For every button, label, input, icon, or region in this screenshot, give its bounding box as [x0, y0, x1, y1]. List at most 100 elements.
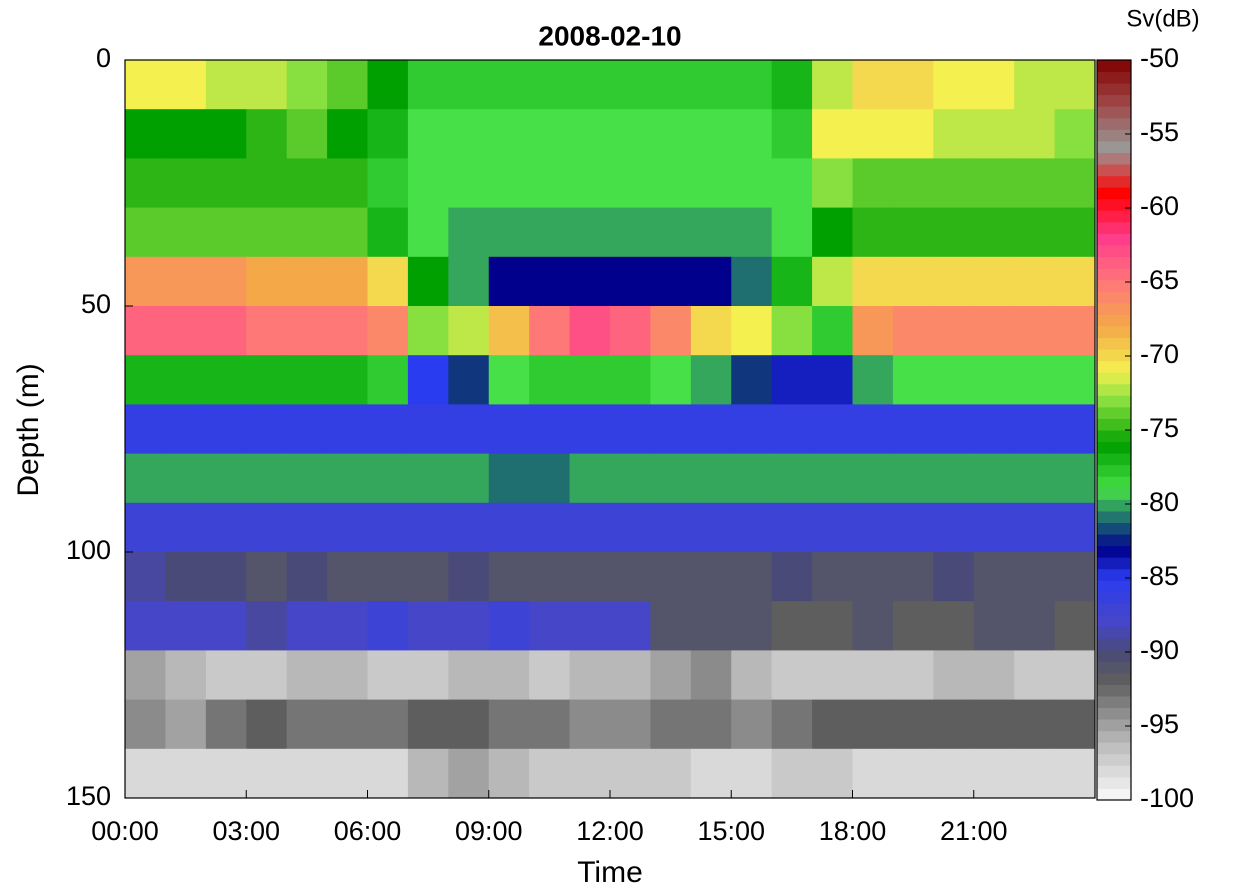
heatmap-cell	[892, 109, 934, 159]
heatmap-cell	[892, 60, 934, 110]
heatmap-cell	[529, 502, 571, 553]
colorbar-step	[1097, 256, 1131, 269]
heatmap-cell	[610, 60, 651, 110]
heatmap-cell	[1014, 109, 1056, 159]
heatmap-cell	[610, 699, 651, 750]
heatmap-cell	[125, 699, 166, 750]
heatmap-cell	[286, 748, 328, 799]
colorbar-step	[1097, 603, 1131, 616]
heatmap-cell	[1014, 158, 1056, 209]
heatmap-cell	[812, 355, 853, 405]
colorbar-step	[1097, 291, 1131, 304]
heatmap-cell	[125, 552, 166, 602]
heatmap-cell	[205, 256, 247, 307]
heatmap-cell	[327, 355, 368, 405]
heatmap-cell	[731, 699, 773, 750]
heatmap-cell	[812, 207, 853, 258]
heatmap-cell	[650, 601, 692, 651]
heatmap-cell	[1014, 502, 1056, 553]
colorbar-step	[1097, 268, 1131, 281]
colorbar-step	[1097, 730, 1131, 743]
y-tick-label: 0	[96, 43, 111, 73]
heatmap-cell	[407, 306, 449, 356]
heatmap-cell	[690, 207, 732, 258]
heatmap-cell	[650, 748, 692, 799]
heatmap-cell	[973, 502, 1015, 553]
heatmap-cell	[165, 60, 207, 110]
heatmap-cell	[610, 158, 651, 209]
heatmap-cell	[1054, 699, 1096, 750]
heatmap-cell	[690, 453, 732, 504]
colorbar-step	[1097, 591, 1131, 604]
colorbar-step	[1097, 129, 1131, 142]
colorbar-tick-label: -65	[1140, 265, 1179, 295]
heatmap-cell	[327, 207, 368, 258]
heatmap-cell	[327, 502, 368, 553]
colorbar-tick-label: -75	[1140, 413, 1179, 443]
heatmap-cell	[731, 256, 773, 307]
heatmap-cell	[1054, 748, 1096, 799]
heatmap-cell	[690, 502, 732, 553]
y-tick-label: 150	[66, 781, 111, 811]
heatmap-cell	[731, 306, 773, 356]
heatmap-cell	[367, 650, 409, 701]
x-tick-label: 09:00	[455, 816, 523, 846]
heatmap-cell	[286, 256, 328, 307]
heatmap-cell	[1014, 748, 1056, 799]
heatmap-cell	[731, 404, 773, 455]
colorbar: -100 -95 -90 -85 -80 -75 -70 -65 -60 -55 -50	[1096, 43, 1194, 813]
heatmap-cell	[933, 306, 975, 356]
heatmap-cell	[973, 207, 1015, 258]
heatmap-cell	[125, 453, 166, 504]
colorbar-step	[1097, 383, 1131, 396]
heatmap-cell	[690, 355, 732, 405]
heatmap-cell	[731, 502, 773, 553]
heatmap-cell	[812, 601, 853, 651]
heatmap-cell	[610, 306, 651, 356]
heatmap-cell	[165, 306, 207, 356]
heatmap-cell	[852, 158, 894, 209]
heatmap-cell	[650, 502, 692, 553]
heatmap-cell	[812, 404, 853, 455]
colorbar-step	[1097, 557, 1131, 570]
heatmap-cell	[327, 453, 368, 504]
colorbar-tick-label: -90	[1140, 635, 1179, 665]
colorbar-step	[1097, 360, 1131, 373]
heatmap-cell	[165, 650, 207, 701]
heatmap-cell	[1014, 601, 1056, 651]
colorbar-step	[1097, 753, 1131, 766]
colorbar-step	[1097, 776, 1131, 789]
heatmap-cell	[286, 601, 328, 651]
colorbar-step	[1097, 441, 1131, 454]
heatmap-cell	[933, 502, 975, 553]
heatmap-cell	[852, 502, 894, 553]
colorbar-step	[1097, 210, 1131, 223]
heatmap-cell	[690, 256, 732, 307]
x-tick-label: 18:00	[819, 816, 887, 846]
x-tick-label: 06:00	[334, 816, 402, 846]
heatmap-cell	[407, 699, 449, 750]
heatmap-cell	[286, 207, 328, 258]
heatmap-cell	[205, 158, 247, 209]
heatmap-cell	[771, 502, 813, 553]
heatmap-cell	[367, 60, 409, 110]
heatmap-cell	[529, 256, 571, 307]
heatmap-cell	[1014, 650, 1056, 701]
heatmap-cell	[812, 699, 853, 750]
heatmap-cell	[205, 699, 247, 750]
heatmap-cell	[933, 601, 975, 651]
heatmap-cell	[367, 306, 409, 356]
heatmap-cell	[448, 453, 490, 504]
heatmap-cell	[529, 306, 571, 356]
heatmap-cell	[569, 207, 611, 258]
colorbar-step	[1097, 534, 1131, 547]
heatmap-cell	[1054, 453, 1096, 504]
heatmap-cell	[650, 650, 692, 701]
heatmap-cell	[286, 158, 328, 209]
heatmap-cell	[448, 650, 490, 701]
heatmap-cell	[933, 650, 975, 701]
heatmap-cell	[246, 207, 288, 258]
heatmap-cell	[650, 699, 692, 750]
heatmap-cell	[731, 453, 773, 504]
heatmap-cell	[246, 306, 288, 356]
